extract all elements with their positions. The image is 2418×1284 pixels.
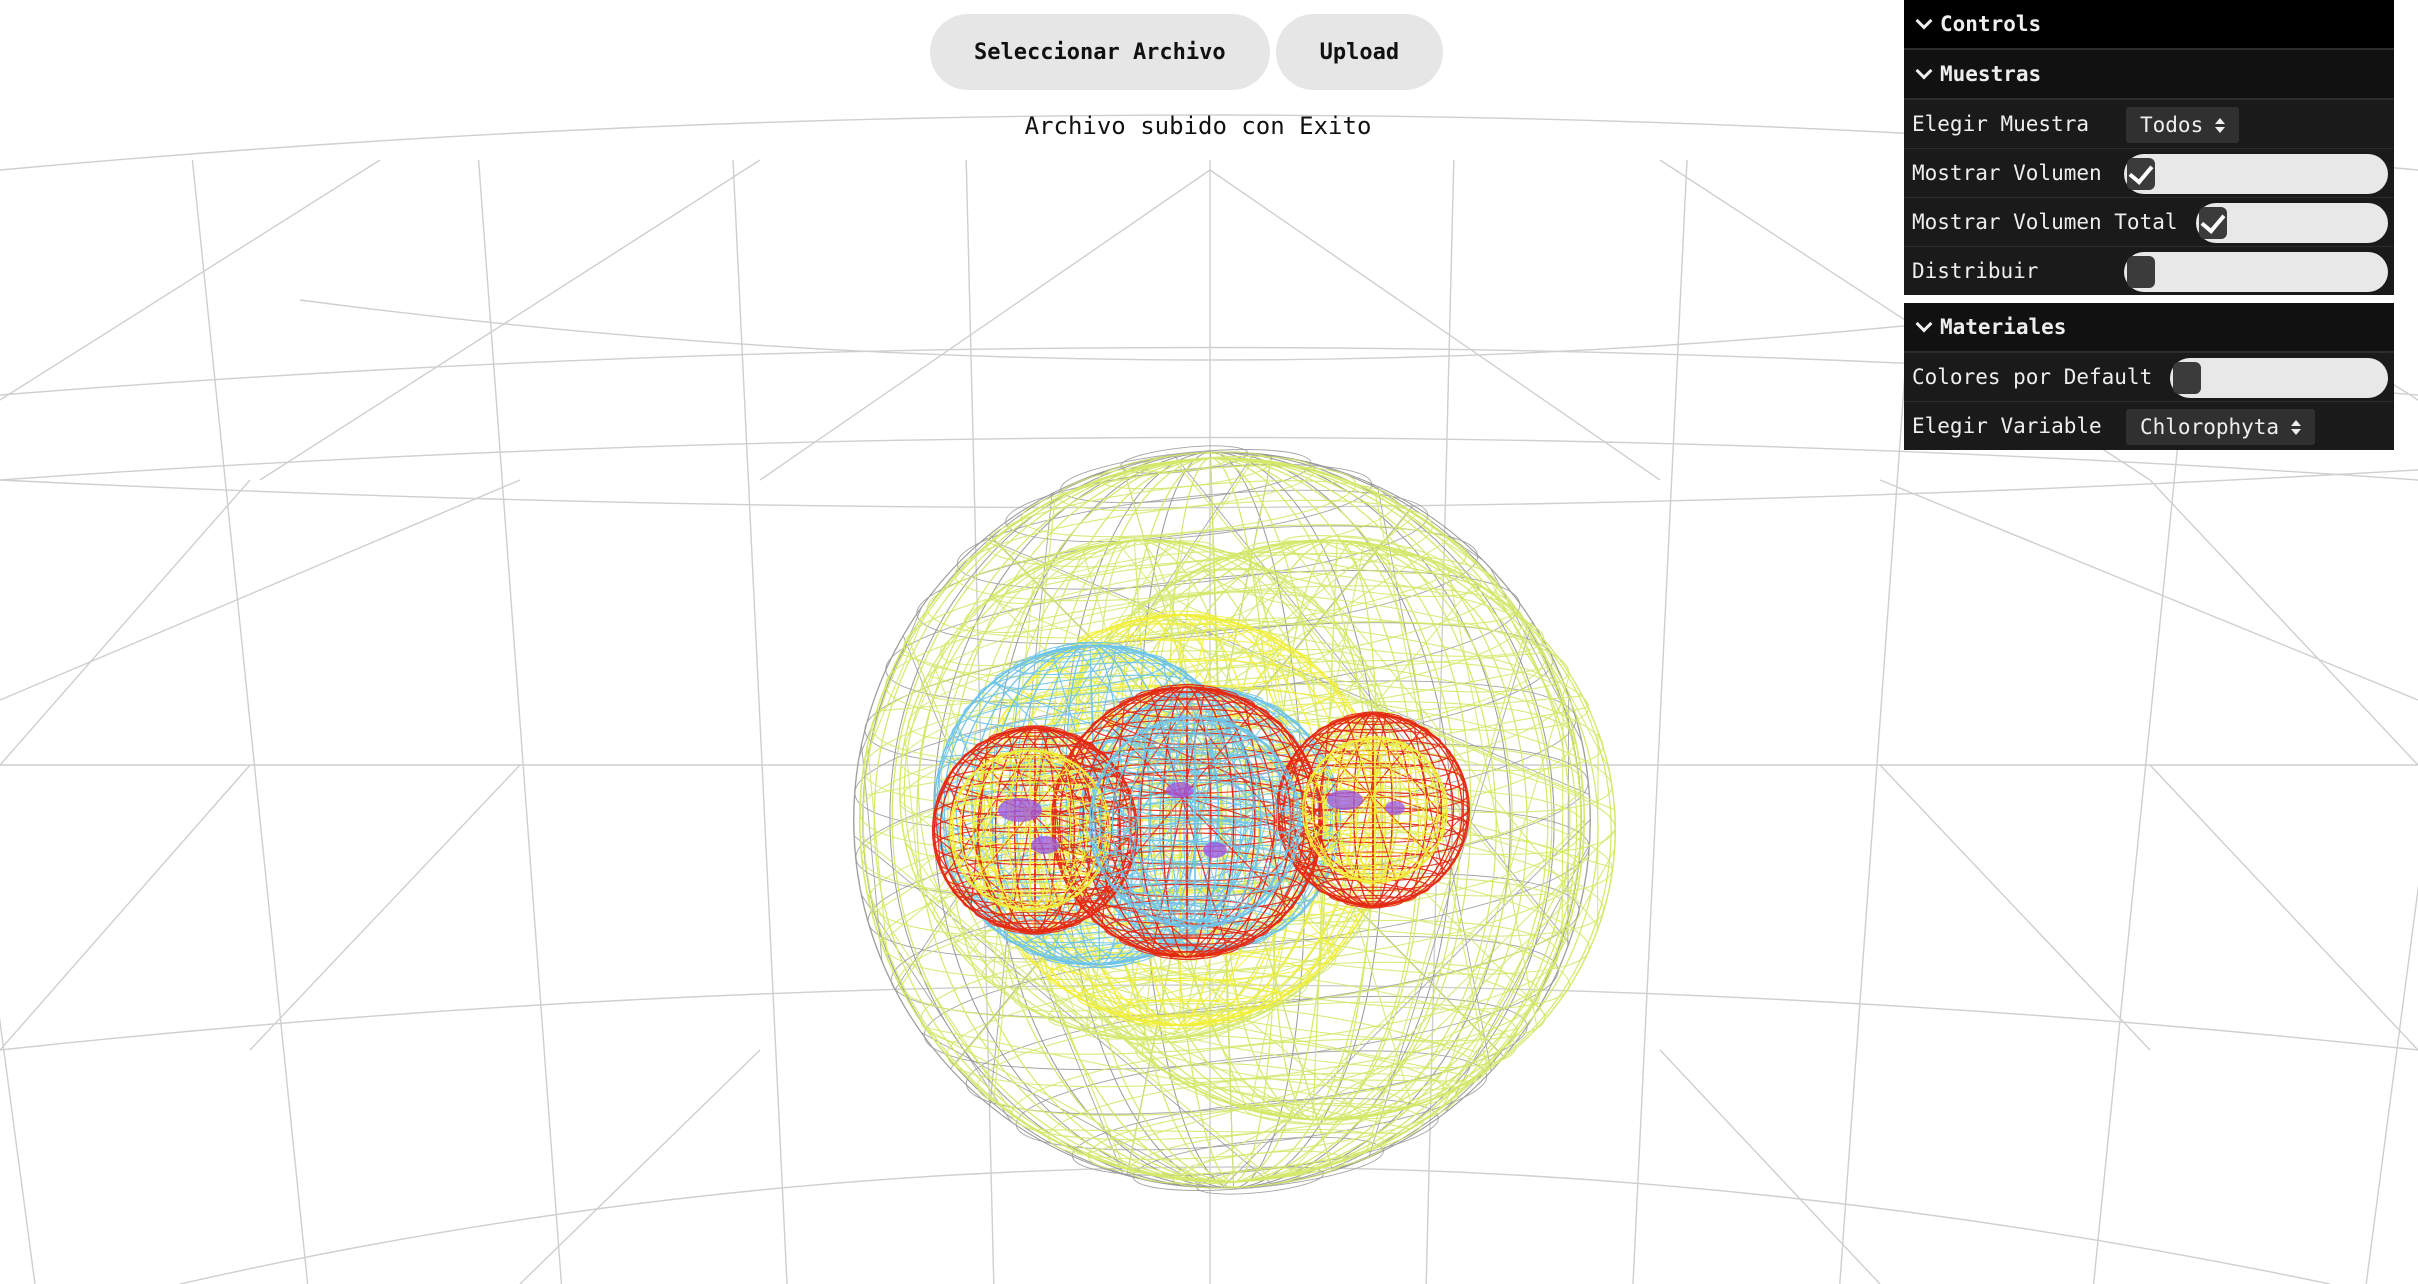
elegir-variable-value: Chlorophyta xyxy=(2140,415,2280,439)
mostrar-volumen-total-toggle[interactable] xyxy=(2196,203,2388,243)
row-mostrar-volumen: Mostrar Volumen xyxy=(1904,149,2394,198)
row-colores-default: Colores por Default xyxy=(1904,353,2394,402)
select-file-button[interactable]: Seleccionar Archivo xyxy=(930,14,1270,90)
row-distribuir: Distribuir xyxy=(1904,247,2394,295)
elegir-muestra-label: Elegir Muestra xyxy=(1912,112,2090,136)
row-elegir-muestra: Elegir Muestra Todos xyxy=(1904,100,2394,149)
distribuir-label: Distribuir xyxy=(1912,259,2039,283)
chevron-down-icon xyxy=(1915,315,1933,333)
chevron-down-icon xyxy=(1915,12,1933,30)
yellow-core-left xyxy=(949,747,1111,913)
mostrar-volumen-checkbox[interactable] xyxy=(2127,158,2155,190)
distribuir-toggle[interactable] xyxy=(2124,252,2388,292)
distribuir-checkbox[interactable] xyxy=(2127,256,2155,288)
select-arrows-icon xyxy=(2215,117,2226,133)
elegir-variable-label: Elegir Variable xyxy=(1912,414,2102,438)
background-grid xyxy=(0,114,2418,1284)
folder-materiales-title: Materiales xyxy=(1940,315,2067,339)
folder-materiales[interactable]: Materiales xyxy=(1904,303,2394,353)
row-elegir-variable: Elegir Variable Chlorophyta xyxy=(1904,402,2394,450)
elegir-variable-select[interactable]: Chlorophyta xyxy=(2126,409,2316,445)
mostrar-volumen-total-label: Mostrar Volumen Total xyxy=(1912,210,2178,234)
upload-status-text: Archivo subido con Exito xyxy=(1024,112,1372,140)
upload-button[interactable]: Upload xyxy=(1275,14,1444,90)
mostrar-volumen-label: Mostrar Volumen xyxy=(1912,161,2102,185)
elegir-muestra-value: Todos xyxy=(2140,113,2204,137)
upload-status: Archivo subido con Exito xyxy=(0,112,2418,140)
elegir-muestra-select[interactable]: Todos xyxy=(2126,107,2240,143)
select-arrows-icon xyxy=(2291,419,2302,435)
cyan-core-center xyxy=(1089,714,1301,930)
violet-points xyxy=(998,782,1405,858)
chevron-down-icon xyxy=(1915,62,1933,80)
folder-controls[interactable]: Controls xyxy=(1904,0,2394,50)
folder-separator xyxy=(1904,295,2394,303)
folder-controls-title: Controls xyxy=(1940,12,2042,36)
red-sample-sphere-left xyxy=(931,725,1139,935)
mostrar-volumen-total-checkbox[interactable] xyxy=(2199,207,2227,239)
colores-default-toggle[interactable] xyxy=(2170,358,2388,398)
checkmark-icon xyxy=(2200,207,2226,234)
folder-muestras-title: Muestras xyxy=(1940,62,2042,86)
folder-muestras[interactable]: Muestras xyxy=(1904,50,2394,100)
row-mostrar-volumen-total: Mostrar Volumen Total xyxy=(1904,198,2394,247)
colores-default-label: Colores por Default xyxy=(1912,365,2153,389)
mostrar-volumen-toggle[interactable] xyxy=(2124,154,2388,194)
file-toolbar: Seleccionar Archivo Upload xyxy=(930,14,1444,90)
checkmark-icon xyxy=(2128,158,2154,185)
colores-default-checkbox[interactable] xyxy=(2173,362,2201,394)
controls-panel: Controls Muestras Elegir Muestra Todos M… xyxy=(1904,0,2394,450)
